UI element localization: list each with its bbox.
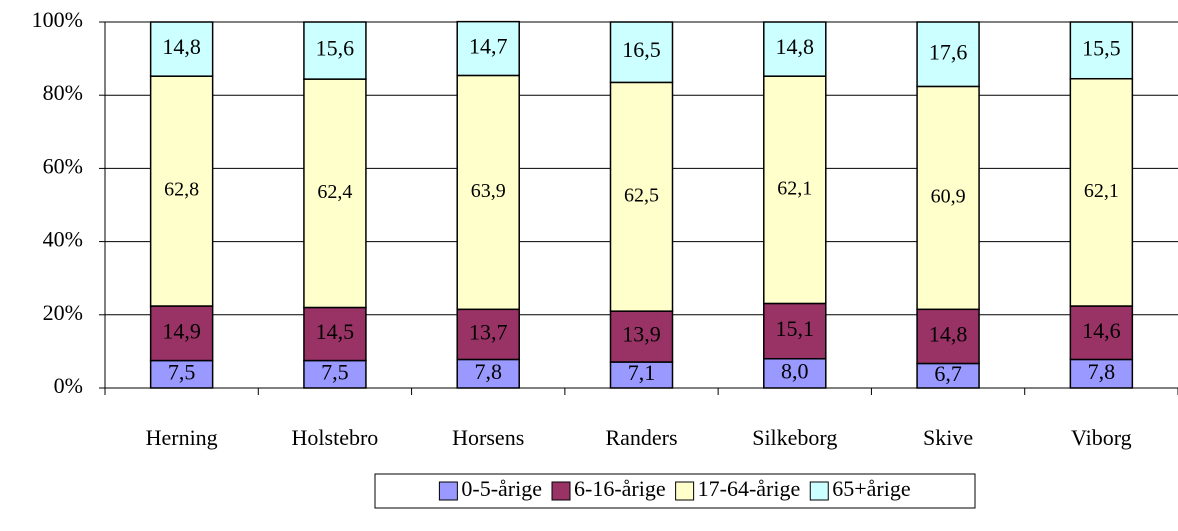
bar-segment [1069,305,1134,361]
bar-segment [609,81,674,312]
bar-segment [916,21,980,88]
bar-segment [916,362,980,389]
data-label: 15,1 [776,316,815,341]
bar-segment [1069,358,1134,389]
data-label: 7,5 [321,359,349,384]
data-label: 15,6 [316,36,355,61]
data-label: 63,9 [471,180,506,202]
bar-segment [303,21,367,80]
bar-segment [303,306,367,362]
data-label: 62,4 [317,181,352,203]
data-label: 15,5 [1082,35,1121,60]
data-label: 8,0 [781,358,809,383]
x-tick-label: Randers [605,425,677,450]
bar-segment [149,21,214,77]
bar-segment [303,359,367,389]
bar-segment [763,357,827,389]
data-label: 14,5 [316,319,355,344]
data-label: 62,1 [1084,180,1119,202]
y-tick-label: 20% [43,300,83,325]
data-label: 17,6 [929,39,968,64]
bar-segment [609,21,674,84]
data-label: 14,8 [929,321,968,346]
bar-segment [763,302,827,360]
bar-segment [1069,77,1134,307]
data-label: 13,9 [622,322,661,347]
x-tick-label: Viborg [1071,425,1132,450]
bar-segment [916,308,980,365]
x-tick-label: Herning [146,425,218,450]
data-label: 7,5 [168,359,196,384]
data-label: 7,1 [628,360,656,385]
data-label: 14,8 [776,34,815,59]
legend-swatch [438,481,458,501]
bar-segment [763,21,827,77]
data-label: 13,7 [469,319,508,344]
y-tick-label: 100% [32,7,83,32]
data-label: 7,8 [1088,359,1116,384]
y-tick-label: 40% [43,227,83,252]
bar-segment [609,310,674,363]
legend-label: 0-5-årige [461,476,542,501]
y-tick-label: 80% [43,80,83,105]
bar-segment [303,78,367,309]
legend-label: 6-16-årige [574,476,666,501]
legend-label: 65+årige [832,476,910,501]
y-tick-label: 60% [43,153,83,178]
data-label: 62,1 [777,177,812,199]
data-label: 14,8 [162,34,201,59]
data-label: 7,8 [474,359,502,384]
x-tick-label: Skive [923,425,973,450]
x-tick-label: Silkeborg [752,425,837,450]
data-label: 62,5 [624,184,659,206]
y-tick-label: 0% [54,373,83,398]
bar-segment [456,308,520,361]
bar-segment [149,305,214,362]
legend [374,473,976,509]
bar-segment [456,20,520,77]
data-label: 6,7 [934,361,962,386]
legend-label: 17-64-årige [698,476,801,501]
data-label: 60,9 [931,185,966,207]
legend-swatch [809,481,829,501]
bar-segment [1069,21,1134,80]
legend-swatch [551,481,571,501]
bar-segment [916,85,980,311]
bar-segment [456,358,520,389]
data-label: 14,7 [469,34,508,59]
data-label: 14,6 [1082,318,1121,343]
data-label: 16,5 [622,37,661,62]
x-tick-label: Horsens [452,425,524,450]
x-tick-label: Holstebro [292,425,379,450]
legend-swatch [675,481,695,501]
data-label: 14,9 [162,318,201,343]
data-label: 62,8 [164,179,199,201]
